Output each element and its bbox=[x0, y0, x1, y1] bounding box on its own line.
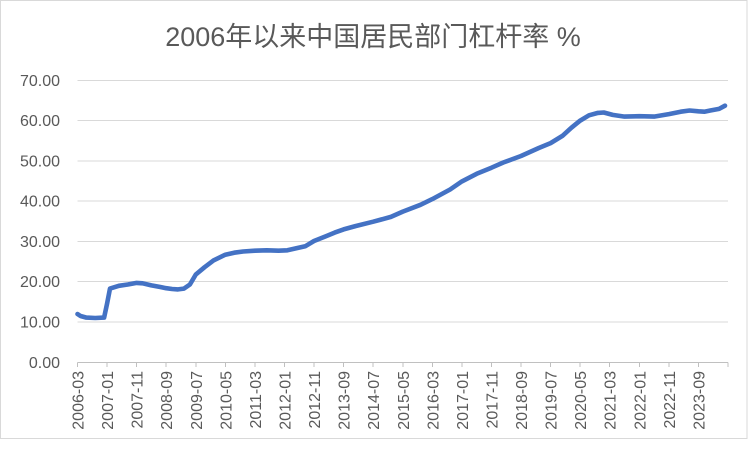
x-tick-label: 2014-07 bbox=[366, 371, 383, 430]
y-tick-label: 60.00 bbox=[20, 113, 60, 130]
y-tick-label: 0.00 bbox=[29, 355, 60, 372]
x-tick-label: 2022-11 bbox=[662, 371, 679, 429]
x-tick-label: 2007-01 bbox=[100, 371, 117, 430]
data-line-series bbox=[75, 103, 728, 321]
y-tick-label: 20.00 bbox=[20, 274, 60, 291]
y-tick-label: 40.00 bbox=[20, 194, 60, 211]
x-tick-label: 2020-05 bbox=[573, 371, 590, 430]
x-tick-label: 2013-09 bbox=[337, 371, 354, 430]
x-tick-label: 2011-03 bbox=[248, 371, 265, 429]
x-tick-label: 2023-09 bbox=[691, 371, 708, 430]
y-tick-label: 10.00 bbox=[20, 315, 60, 332]
x-tick-label: 2008-09 bbox=[159, 371, 176, 430]
x-tick-label: 2006-03 bbox=[71, 371, 88, 430]
x-tick-label: 2010-05 bbox=[218, 371, 235, 430]
y-tick-label: 50.00 bbox=[20, 153, 60, 170]
chart-title: 2006年以来中国居民部门杠杆率 % bbox=[165, 22, 581, 52]
x-axis-labels: 2006-03 2007-01 2007-11 2008-09 2009-07 2010-… bbox=[71, 371, 709, 430]
y-tick-label: 30.00 bbox=[20, 234, 60, 251]
x-tick-label: 2015-05 bbox=[396, 371, 413, 430]
x-tick-label: 2022-01 bbox=[632, 371, 649, 430]
y-axis-labels: 0.00 10.00 20.00 30.00 40.00 50.00 60.00 70.00 bbox=[20, 73, 60, 372]
x-tick-label: 2018-09 bbox=[514, 371, 531, 430]
x-tick-label: 2017-11 bbox=[485, 371, 502, 429]
x-tick-label: 2007-11 bbox=[130, 371, 147, 429]
gridlines bbox=[77, 79, 728, 323]
x-axis-line-and-ticks bbox=[77, 361, 729, 367]
x-tick-label: 2012-11 bbox=[307, 371, 324, 429]
x-tick-label: 2019-07 bbox=[544, 371, 561, 430]
x-tick-label: 2009-07 bbox=[189, 371, 206, 430]
x-tick-label: 2021-03 bbox=[603, 371, 620, 430]
x-tick-label: 2012-01 bbox=[278, 371, 295, 430]
y-tick-label: 70.00 bbox=[20, 73, 60, 90]
chart-border bbox=[0, 0, 748, 439]
x-tick-label: 2016-03 bbox=[425, 371, 442, 430]
x-tick-label: 2017-01 bbox=[455, 371, 472, 430]
